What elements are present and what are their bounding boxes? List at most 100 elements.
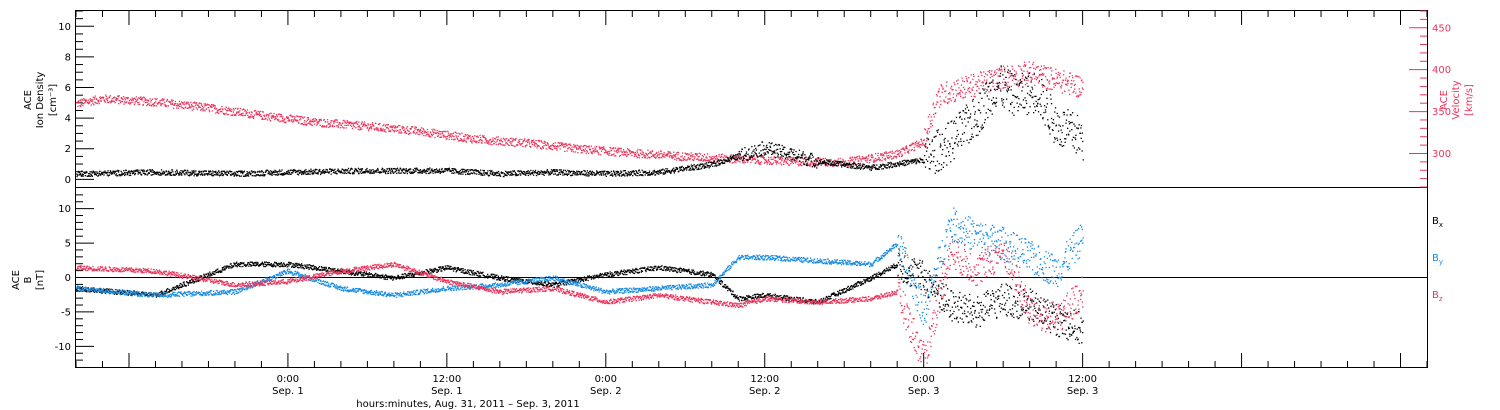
data-point [90, 175, 92, 177]
data-point [358, 126, 360, 128]
data-point [866, 165, 868, 167]
data-point [763, 145, 765, 147]
data-point [842, 158, 844, 160]
data-point [719, 158, 721, 161]
data-point [1004, 71, 1006, 73]
data-point [624, 151, 627, 153]
data-point [752, 158, 754, 160]
data-point [1014, 83, 1016, 85]
data-point [875, 159, 877, 162]
data-point [959, 92, 961, 94]
data-point [322, 171, 325, 173]
data-point [230, 174, 232, 177]
data-point [774, 160, 776, 162]
data-point [888, 152, 890, 154]
data-point [970, 74, 972, 76]
data-point [927, 116, 930, 118]
data-point [93, 171, 95, 173]
data-point [111, 98, 113, 100]
data-point [110, 99, 113, 102]
data-point [892, 157, 895, 159]
data-point [858, 167, 860, 169]
data-point [259, 170, 261, 172]
data-point [318, 120, 320, 122]
data-point [145, 99, 147, 101]
data-point [587, 152, 590, 154]
data-point [398, 169, 400, 171]
data-point [925, 140, 928, 142]
data-point [1005, 82, 1007, 84]
data-point [497, 144, 500, 146]
data-point [988, 71, 991, 74]
data-point [701, 154, 704, 157]
data-point [910, 144, 912, 146]
data-point [392, 130, 394, 132]
data-point [353, 170, 356, 172]
data-point [542, 173, 544, 175]
data-point [335, 170, 337, 173]
data-point [413, 130, 415, 132]
data-point [881, 160, 883, 162]
data-point [678, 166, 681, 168]
data-point [525, 172, 527, 174]
data-point [591, 170, 594, 173]
data-point [989, 76, 991, 79]
data-point [289, 169, 291, 171]
data-point [223, 170, 226, 172]
data-point [115, 98, 117, 100]
data-point [178, 104, 180, 106]
data-point [882, 168, 884, 170]
data-point [810, 160, 812, 162]
data-point [815, 161, 818, 163]
data-point [299, 169, 302, 172]
data-point [247, 175, 250, 177]
data-point [572, 170, 575, 172]
data-point [91, 98, 93, 101]
data-point [643, 172, 645, 174]
data-point [499, 142, 502, 145]
data-point [79, 171, 81, 173]
data-point [186, 173, 188, 175]
data-point [526, 171, 528, 173]
data-point [463, 139, 466, 142]
data-point [533, 139, 535, 141]
data-point [579, 147, 581, 149]
data-point [238, 111, 240, 114]
data-point [489, 169, 491, 172]
data-point [639, 152, 642, 154]
data-point [480, 142, 482, 144]
data-point [211, 174, 213, 176]
data-point [623, 174, 625, 176]
data-point [254, 172, 256, 174]
data-point [743, 157, 745, 159]
data-point [484, 142, 486, 144]
data-point [924, 145, 926, 147]
data-point [161, 99, 163, 101]
data-point [534, 143, 536, 145]
data-point [609, 152, 611, 154]
data-point [398, 125, 400, 127]
data-point [198, 102, 200, 105]
data-point [214, 107, 216, 110]
data-point [212, 174, 215, 176]
data-point [646, 157, 648, 159]
data-point [546, 144, 548, 147]
data-point [132, 101, 134, 103]
data-point [1033, 67, 1035, 69]
data-point [545, 171, 547, 174]
data-point [564, 146, 567, 148]
data-point [151, 103, 153, 106]
data-point [196, 108, 198, 110]
data-point [180, 170, 182, 172]
data-point [540, 171, 542, 174]
data-point [99, 96, 101, 98]
data-point [915, 141, 917, 144]
data-point [224, 108, 226, 110]
data-point [470, 137, 472, 139]
data-point [581, 149, 583, 151]
data-point [128, 100, 131, 102]
data-point [904, 146, 907, 148]
data-point [188, 107, 190, 109]
data-point [119, 174, 121, 176]
